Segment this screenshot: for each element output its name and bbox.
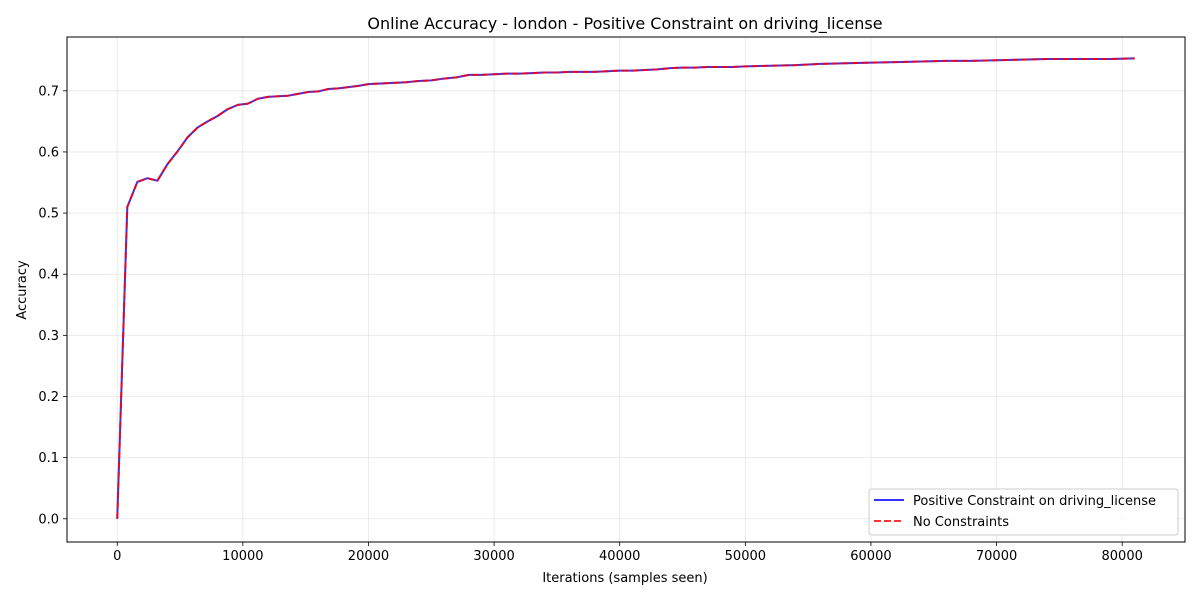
legend-box <box>868 488 1179 536</box>
legend-label-positive-constraint: Positive Constraint on driving_license <box>913 494 1156 509</box>
y-tick-label: 0.6 <box>38 145 59 160</box>
x-tick-label: 10000 <box>222 549 263 564</box>
y-tick-label: 0.3 <box>38 329 59 344</box>
y-tick-label: 0.2 <box>38 390 59 405</box>
x-tick-label: 50000 <box>725 549 766 564</box>
x-tick-label: 70000 <box>976 549 1017 564</box>
x-tick-label: 30000 <box>473 549 514 564</box>
x-axis-label: Iterations (samples seen) <box>542 571 707 586</box>
y-tick-label: 0.7 <box>38 84 59 99</box>
x-tick-label: 80000 <box>1102 549 1143 564</box>
y-tick-label: 0.4 <box>38 268 59 283</box>
legend-label-no-constraints: No Constraints <box>913 515 1009 530</box>
x-tick-label: 60000 <box>850 549 891 564</box>
y-tick-label: 0.1 <box>38 451 59 466</box>
y-tick-label: 0.5 <box>38 207 59 222</box>
series-line-no-constraints <box>116 57 1135 519</box>
x-tick-label: 20000 <box>348 549 389 564</box>
series-layer <box>116 57 1135 519</box>
x-tick-label: 40000 <box>599 549 640 564</box>
legend: Positive Constraint on driving_license N… <box>868 488 1179 536</box>
ticks: 0 10000 20000 30000 40000 50000 60000 70000 8000… <box>38 84 1143 564</box>
x-tick-label: 0 <box>113 549 121 564</box>
y-axis-label: Accuracy <box>15 260 30 320</box>
chart-title: Online Accuracy - london - Positive Cons… <box>367 14 882 34</box>
y-tick-label: 0.0 <box>38 512 59 527</box>
plot-frame <box>66 36 1186 543</box>
